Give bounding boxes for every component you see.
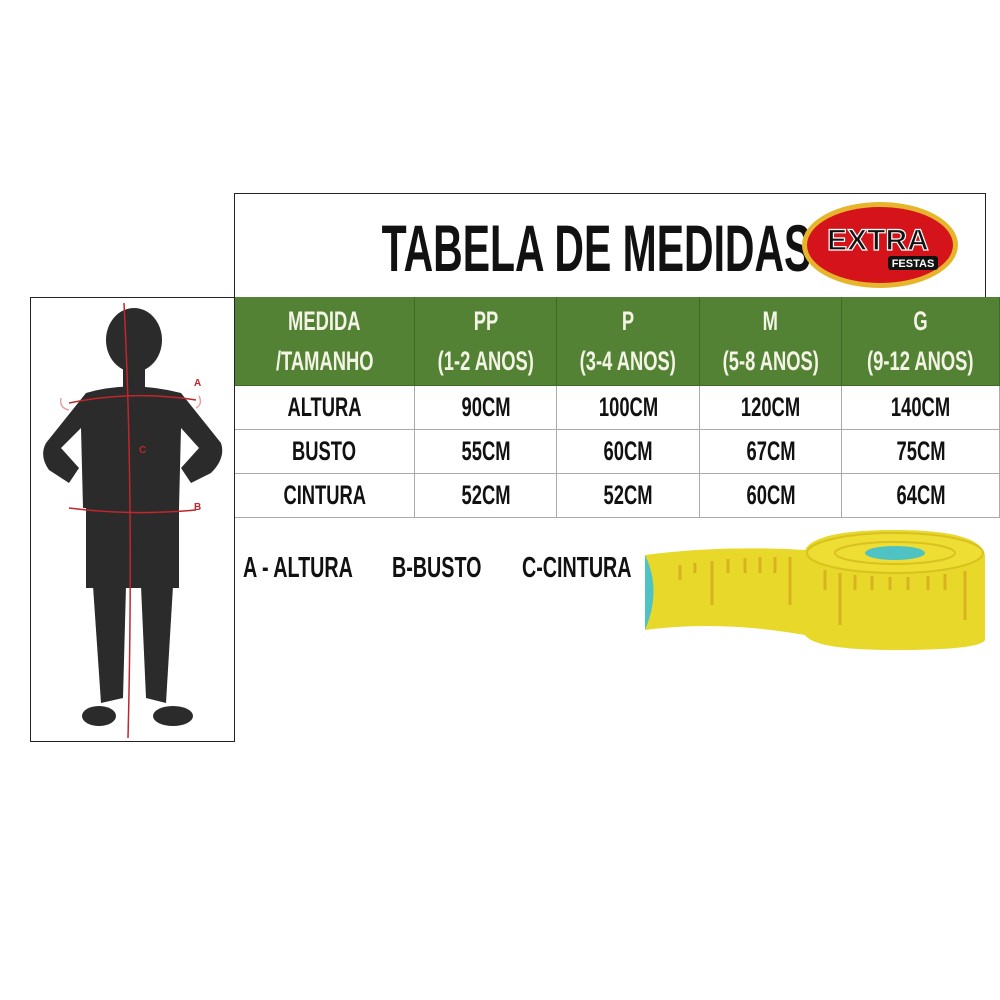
table-cell: 100CM [556, 385, 700, 430]
cell-text: 60CM [603, 436, 653, 466]
cell-text: A - ALTURA [243, 552, 353, 584]
table-cell: 90CM [413, 385, 558, 430]
row-label: CINTURA [234, 473, 415, 518]
cell-text: G [913, 306, 928, 336]
cell-text: P [622, 306, 635, 336]
cell-text: CINTURA [283, 480, 366, 510]
cell-text: 140CM [891, 392, 951, 422]
cell-text: (5-8 ANOS) [722, 346, 819, 376]
table-cell: 140CM [841, 385, 1000, 430]
legend-cintura: C-CINTURA [522, 552, 642, 585]
cell-text: 60CM [746, 480, 796, 510]
marker-a: A [194, 378, 201, 389]
cell-text: 120CM [741, 392, 801, 422]
marker-c: C [139, 445, 146, 456]
table-cell: 120CM [698, 385, 843, 430]
cell-text: 90CM [461, 392, 511, 422]
legend-altura: A - ALTURA [243, 552, 363, 585]
cell-text: (3-4 ANOS) [580, 346, 677, 376]
extra-festas-logo: EXTRA FESTAS [802, 202, 958, 288]
table-cell: 55CM [413, 429, 558, 474]
row-label: BUSTO [234, 429, 415, 474]
header-cell: M (5-8 ANOS) [698, 297, 843, 386]
cell-text: 55CM [461, 436, 511, 466]
table-cell: 60CM [698, 473, 843, 518]
cell-text: 52CM [603, 480, 653, 510]
cell-text: MEDIDA [288, 306, 361, 336]
marker-b: B [194, 502, 201, 513]
cell-text: ALTURA [287, 392, 362, 422]
cell-text: (1-2 ANOS) [437, 346, 534, 376]
cell-text: C-CINTURA [522, 552, 632, 584]
title-text: TABELA DE MEDIDAS [381, 211, 812, 285]
row-label: ALTURA [234, 385, 415, 430]
table-header-row: MEDIDA/TAMANHO PP (1-2 ANOS) P (3-4 ANOS) … [234, 297, 1000, 386]
cell-text: 100CM [598, 392, 658, 422]
cell-text: 67CM [746, 436, 796, 466]
cell-text: (9-12 ANOS) [867, 346, 974, 376]
header-cell: MEDIDA/TAMANHO [234, 297, 415, 386]
cell-text: /TAMANHO [275, 346, 374, 376]
measuring-tape-icon [645, 530, 985, 650]
legend-busto: B-BUSTO [392, 552, 512, 585]
table-row: CINTURA 52CM 52CM 60CM 64CM [234, 473, 1000, 518]
child-silhouette-icon: A B C [43, 302, 223, 739]
logo-text: EXTRA [827, 224, 929, 257]
child-figure-box: A B C [30, 297, 235, 742]
cell-text: 75CM [896, 436, 946, 466]
table-cell: 67CM [698, 429, 843, 474]
header-cell: P (3-4 ANOS) [556, 297, 700, 386]
table-cell: 75CM [841, 429, 1000, 474]
table-cell: 60CM [556, 429, 700, 474]
cell-text: 64CM [896, 480, 946, 510]
header-cell: G (9-12 ANOS) [841, 297, 1000, 386]
table-cell: 64CM [841, 473, 1000, 518]
cell-text: BUSTO [292, 436, 357, 466]
table-cell: 52CM [413, 473, 558, 518]
page-title: TABELA DE MEDIDAS [250, 203, 812, 293]
cell-text: B-BUSTO [392, 552, 482, 584]
table-row: BUSTO 55CM 60CM 67CM 75CM [234, 429, 1000, 474]
cell-text: M [763, 306, 779, 336]
table-cell: 52CM [556, 473, 700, 518]
table-row: ALTURA 90CM 100CM 120CM 140CM [234, 385, 1000, 430]
cell-text: PP [473, 306, 498, 336]
header-cell: PP (1-2 ANOS) [413, 297, 558, 386]
size-table: MEDIDA/TAMANHO PP (1-2 ANOS) P (3-4 ANOS) … [234, 297, 1000, 518]
logo-subtext: FESTAS [892, 258, 935, 270]
cell-text: 52CM [461, 480, 511, 510]
title-box [234, 193, 986, 297]
